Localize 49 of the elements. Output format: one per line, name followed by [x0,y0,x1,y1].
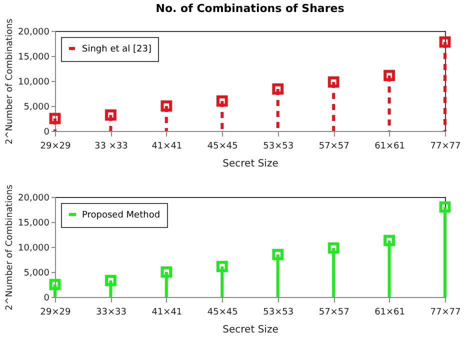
point [216,95,228,107]
x-tick-label: 77×77 [430,308,461,318]
y-tick-label: 20,000 [18,194,50,204]
point [439,36,451,48]
chart-title: No. of Combinations of Shares [156,2,345,16]
x-tick-label: 77×77 [430,142,461,152]
point [105,109,116,121]
point [439,201,451,213]
x-axis-title: Secret Size [222,324,278,336]
y-tick-label: 5,000 [24,268,50,278]
x-tick-label: 33×33 [96,308,126,318]
point [105,274,116,286]
x-tick-label: 41×41 [152,142,182,152]
x-tick-label: 29×29 [40,308,71,318]
y-tick-label: 0 [44,294,50,304]
x-tick-label: 53×53 [263,142,294,152]
x-tick-label: 61×61 [374,308,406,318]
x-tick-label: 53×53 [263,308,294,318]
x-tick-label: 29×29 [40,142,71,152]
point [272,83,284,95]
x-axis-title: Secret Size [222,158,278,170]
point [328,242,340,254]
point [384,70,395,82]
x-tick-label: 41×41 [152,308,182,318]
point [272,248,284,260]
point [384,234,395,246]
y-tick-label: 10,000 [18,78,50,88]
legend-label: Proposed Method [82,210,160,220]
x-tick-label: 33 ×33 [94,142,128,152]
x-tick-label: 57×57 [318,308,350,318]
y-tick-label: 20,000 [18,28,50,38]
y-tick-label: 15,000 [18,218,50,228]
y-tick-label: 5,000 [24,102,50,112]
y-tick-label: 0 [44,128,50,138]
y-axis-title: 2^Number of Combinations [5,184,16,310]
y-tick-label: 10,000 [18,244,50,254]
point [49,112,61,124]
legend-label: Singh et al [23] [82,44,152,54]
point [216,260,228,272]
x-tick-label: 45×45 [207,308,238,318]
x-tick-label: 45×45 [207,142,238,152]
y-tick-label: 15,000 [18,52,50,62]
x-tick-label: 57×57 [318,142,350,152]
y-axis-title: 2^Number of Combinations [5,18,16,144]
point [160,100,172,112]
x-tick-label: 61×61 [374,142,406,152]
point [328,76,340,88]
point [160,266,172,278]
point [49,278,61,290]
